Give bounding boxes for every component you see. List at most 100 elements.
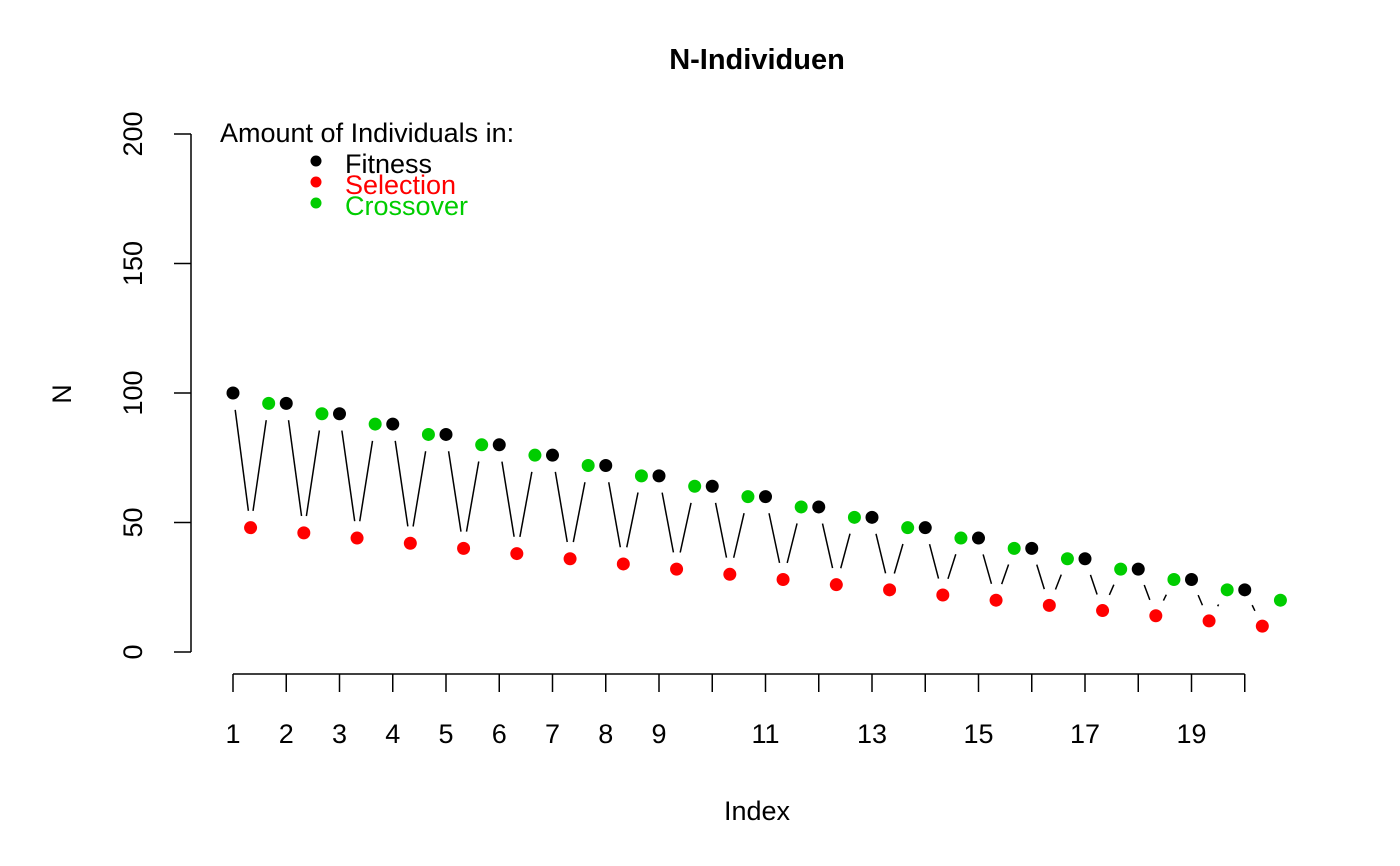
x-tick-label: 17 (1070, 719, 1100, 749)
connector-segment (1036, 564, 1046, 590)
connector-segment (287, 420, 303, 517)
data-point-fitness (759, 490, 772, 504)
x-tick-label: 1 (225, 719, 240, 749)
data-point-selection (1042, 598, 1056, 612)
connector-segment (305, 430, 321, 517)
connector-segment (412, 451, 427, 527)
data-point-selection (1149, 609, 1163, 623)
x-tick-label: 6 (492, 719, 507, 749)
data-point-crossover (262, 396, 276, 410)
data-point-fitness (1238, 583, 1252, 597)
legend-entry-fitness: Fitness (310, 149, 432, 179)
data-point-selection (936, 588, 950, 602)
data-point-crossover (1167, 572, 1181, 586)
data-point-crossover (421, 427, 435, 441)
connector-segment (893, 543, 904, 574)
y-tick-label: 200 (118, 111, 148, 156)
data-point-crossover (1220, 583, 1234, 597)
connector-segment (465, 461, 480, 532)
data-point-selection (297, 526, 311, 540)
connector-segment (982, 554, 993, 585)
data-point-fitness (705, 479, 719, 493)
connector-segment (501, 461, 515, 537)
data-point-crossover (1007, 541, 1021, 555)
connector-segment (252, 420, 267, 511)
data-point-crossover (634, 469, 648, 483)
x-axis: 1 2 3 4 5 6 7 8 9 11 13 15 17 19 (225, 673, 1246, 749)
data-point-selection (350, 531, 364, 545)
data-point-crossover (741, 490, 755, 504)
data-point-fitness (492, 438, 506, 452)
x-tick-label: 15 (963, 719, 993, 749)
connector-segment (447, 451, 462, 532)
data-points (226, 386, 1287, 633)
x-tick-label: 5 (438, 719, 453, 749)
data-point-fitness (279, 396, 293, 410)
connector-segment (1251, 604, 1256, 612)
data-point-fitness (865, 510, 879, 524)
legend-entry-crossover: Crossover (310, 191, 468, 221)
connector-segment (1108, 584, 1115, 596)
data-point-selection (616, 557, 630, 571)
data-point-crossover (315, 407, 329, 421)
connector-segment (679, 502, 692, 553)
connector-segment (821, 523, 834, 569)
x-tick-label: 11 (751, 719, 779, 749)
connector-segment (1197, 594, 1204, 606)
data-point-crossover (794, 500, 808, 514)
data-point-selection (723, 567, 737, 581)
connector-segment (358, 440, 374, 522)
data-point-selection (670, 562, 684, 576)
connector-segment (714, 502, 728, 558)
data-point-crossover (475, 438, 489, 452)
connector-segment (732, 512, 745, 558)
y-tick-label: 50 (118, 507, 148, 537)
data-point-crossover (847, 510, 861, 524)
data-point-fitness (1078, 552, 1092, 566)
data-point-selection (1255, 619, 1269, 633)
data-point-crossover (368, 417, 382, 431)
connector-segment (840, 533, 851, 569)
x-tick-label: 19 (1176, 719, 1206, 749)
data-point-selection (1096, 604, 1110, 618)
data-point-fitness (812, 500, 826, 514)
y-tick-label: 100 (118, 370, 148, 415)
legend-label-fitness: Fitness (345, 149, 432, 179)
data-point-selection (1202, 614, 1216, 628)
data-point-crossover (901, 521, 915, 535)
data-point-selection (244, 521, 258, 535)
connector-segment (1000, 564, 1010, 585)
y-axis-label: N (47, 384, 77, 404)
data-point-fitness (333, 407, 346, 421)
data-point-selection (829, 578, 843, 592)
data-point-fitness (652, 469, 666, 483)
data-point-crossover (528, 448, 542, 462)
data-point-fitness (1185, 572, 1198, 586)
data-point-fitness (439, 427, 453, 441)
data-point-fitness (918, 521, 932, 535)
connector-segment (1054, 574, 1062, 590)
legend-label-selection: Selection (345, 170, 456, 200)
chart-title: N-Individuen (669, 44, 845, 76)
x-tick-label: 2 (279, 719, 294, 749)
y-axis: 0 50 100 150 200 (118, 111, 192, 660)
data-point-crossover (581, 459, 595, 473)
connector-segment (626, 492, 639, 548)
connector-segment (661, 492, 675, 553)
x-tick-label: 7 (545, 719, 560, 749)
connector-lines (234, 409, 1256, 612)
legend-marker-crossover (310, 197, 322, 209)
connector-segment (607, 482, 622, 548)
data-point-fitness (972, 531, 985, 545)
data-point-selection (883, 583, 897, 597)
connector-segment (1162, 594, 1168, 601)
connector-segment (554, 471, 568, 543)
legend-label-crossover: Crossover (345, 191, 468, 221)
data-point-selection (776, 572, 790, 586)
legend-title: Amount of Individuals in: (220, 118, 514, 148)
data-point-fitness (546, 448, 559, 462)
connector-segment (341, 430, 356, 522)
connector-segment (768, 513, 781, 564)
connector-segment (1216, 604, 1220, 607)
